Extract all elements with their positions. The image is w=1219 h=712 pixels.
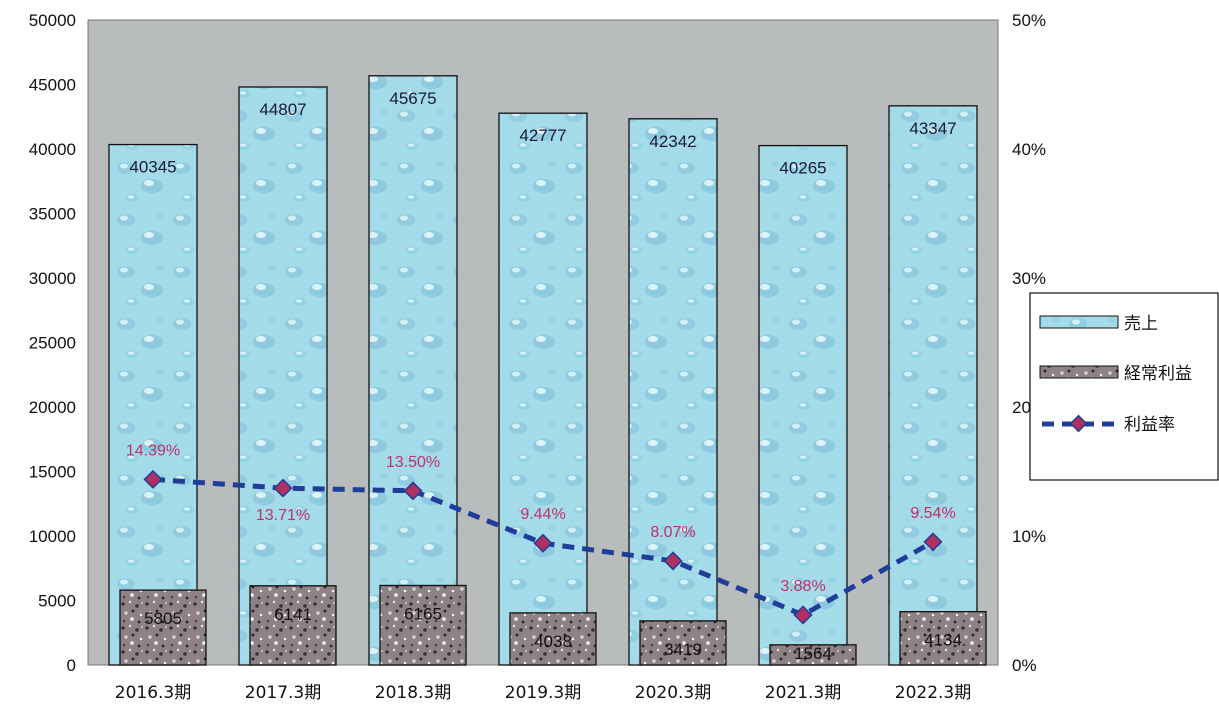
rate-value-label-2: 13.50% — [386, 454, 440, 471]
sales-value-label-2: 45675 — [389, 89, 436, 108]
rate-value-label-5: 3.88% — [780, 578, 825, 595]
profit-value-label-6: 4134 — [924, 631, 962, 650]
x-axis: 2016.3期 2017.3期 2018.3期 2019.3期 2020.3期 2021.… — [115, 683, 971, 703]
y-right-tick-label: 10% — [1012, 527, 1046, 546]
rate-line-layer — [143, 469, 943, 625]
rate-marker-6 — [923, 532, 943, 552]
y-left-tick-label: 50000 — [29, 11, 76, 30]
legend-rate-marker — [1069, 414, 1088, 433]
y-left-tick-label: 5000 — [38, 592, 76, 611]
legend-swatch-profit — [1039, 365, 1119, 379]
bar-sales-1 — [238, 86, 328, 666]
bar-profit-1 — [249, 585, 337, 666]
profit-value-label-1: 6141 — [274, 605, 312, 624]
y-left-tick-label: 35000 — [29, 205, 76, 224]
legend: 売上 経常利益 利益率 — [1029, 292, 1219, 481]
y-right-tick-label: 40% — [1012, 140, 1046, 159]
bar-sales-3 — [498, 112, 588, 666]
x-category-label-4: 2020.3期 — [635, 683, 711, 703]
y-left-tick-label: 20000 — [29, 398, 76, 417]
rate-marker-2 — [403, 481, 423, 501]
rate-marker-0 — [143, 469, 163, 489]
bar-sales-0 — [108, 143, 198, 666]
profit-value-label-2: 6165 — [404, 604, 442, 623]
x-category-label-2: 2018.3期 — [375, 683, 451, 703]
y-right-tick-label: 0% — [1012, 656, 1037, 675]
rate-value-label-4: 8.07% — [650, 524, 695, 541]
bar-profit-3 — [509, 612, 597, 666]
rate-value-label-0: 14.39% — [126, 442, 180, 459]
y-axis-right: 0% 10% 20 30% 40% 50% — [1012, 11, 1046, 675]
y-left-tick-label: 45000 — [29, 76, 76, 95]
legend-label-rate: 利益率 — [1124, 415, 1175, 435]
y-left-tick-label: 25000 — [29, 334, 76, 353]
profit-value-label-5: 1564 — [794, 644, 832, 663]
y-axis-left: 0 5000 10000 15000 20000 25000 30000 35000 40000… — [29, 11, 76, 675]
x-category-label-6: 2022.3期 — [895, 683, 971, 703]
legend-label-sales: 売上 — [1124, 314, 1158, 334]
y-left-tick-label: 40000 — [29, 140, 76, 159]
rate-marker-3 — [533, 533, 553, 553]
sales-value-label-1: 44807 — [259, 100, 306, 119]
labels-layer: 40345 44807 45675 42777 42342 40265 43347 5805 6… — [126, 89, 962, 663]
x-category-label-1: 2017.3期 — [245, 683, 321, 703]
rate-marker-4 — [663, 551, 683, 571]
x-category-label-0: 2016.3期 — [115, 683, 191, 703]
bar-sales-4 — [628, 118, 718, 666]
bar-profit-2 — [379, 584, 467, 666]
rate-value-label-1: 13.71% — [256, 507, 310, 524]
y-left-tick-label: 10000 — [29, 527, 76, 546]
rate-marker-5 — [793, 605, 813, 625]
sales-value-label-3: 42777 — [519, 126, 566, 145]
y-left-tick-label: 15000 — [29, 463, 76, 482]
rate-value-label-6: 9.54% — [910, 505, 955, 522]
sales-value-label-5: 40265 — [779, 159, 826, 178]
legend-swatch-sales — [1039, 315, 1119, 329]
bar-sales-2 — [368, 75, 458, 666]
rate-marker-1 — [273, 478, 293, 498]
x-category-label-3: 2019.3期 — [505, 683, 581, 703]
sales-value-label-6: 43347 — [909, 119, 956, 138]
y-right-tick-label: 20 — [1012, 398, 1031, 417]
profit-value-label-0: 5805 — [144, 609, 182, 628]
legend-label-profit: 経常利益 — [1124, 364, 1192, 384]
bar-profit-6 — [899, 611, 987, 666]
x-category-label-5: 2021.3期 — [765, 683, 841, 703]
y-right-tick-label: 30% — [1012, 269, 1046, 288]
profit-value-label-3: 4038 — [534, 632, 572, 651]
bar-profit-0 — [119, 589, 207, 666]
profit-value-label-4: 3419 — [664, 640, 702, 659]
bar-profit-4 — [639, 620, 727, 666]
bar-sales-6 — [888, 105, 978, 666]
sales-value-label-0: 40345 — [129, 158, 176, 177]
y-left-tick-label: 0 — [67, 656, 76, 675]
y-right-tick-label: 50% — [1012, 11, 1046, 30]
rate-value-label-3: 9.44% — [520, 506, 565, 523]
bar-profit-5 — [769, 644, 857, 666]
sales-value-label-4: 42342 — [649, 132, 696, 151]
y-left-tick-label: 30000 — [29, 269, 76, 288]
